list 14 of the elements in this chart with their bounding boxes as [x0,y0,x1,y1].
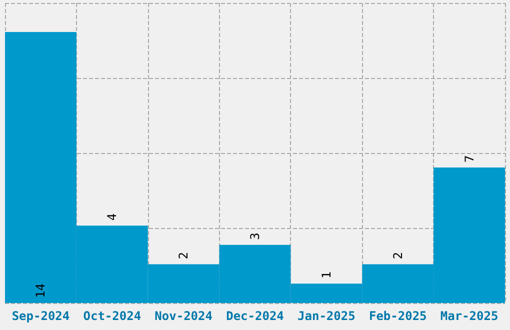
data-label: 14 [34,284,48,298]
x-tick-label: Sep-2024 [12,309,70,323]
x-tick-label: Dec-2024 [226,309,284,323]
x-tick-label: Feb-2025 [368,309,427,323]
data-label: 1 [319,271,334,279]
data-label: 4 [105,213,120,221]
x-tick-label: Mar-2025 [440,309,498,323]
data-label: 7 [462,155,476,163]
x-tick-label: Oct-2024 [83,309,142,323]
data-label: 2 [390,252,405,260]
x-tick-label: Jan-2025 [298,309,356,323]
x-tick-label: Nov-2024 [154,309,212,323]
data-label: 3 [248,232,262,240]
data-label: 2 [176,252,191,260]
